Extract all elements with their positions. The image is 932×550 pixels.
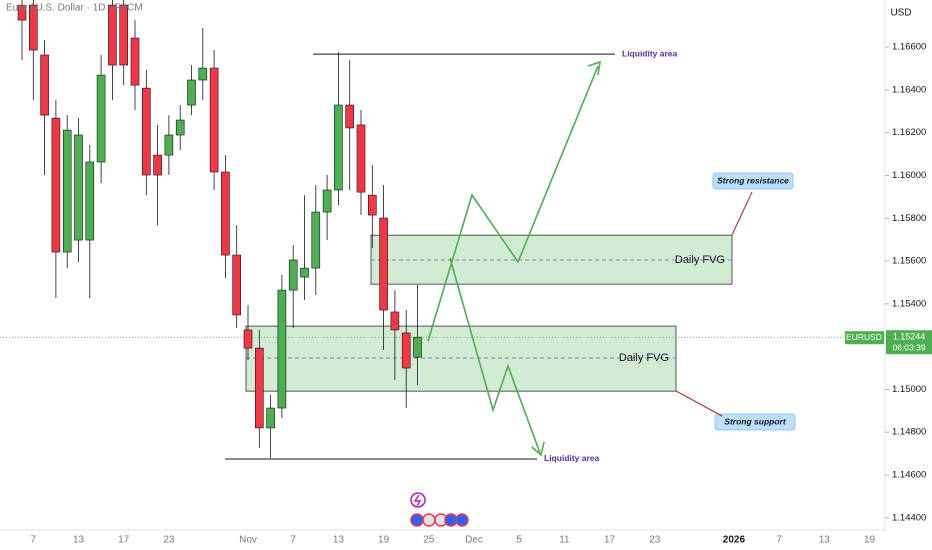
symbol-label: EURUSD bbox=[846, 332, 882, 342]
y-tick-label: 1.15000 bbox=[892, 384, 926, 395]
x-tick-label: 23 bbox=[163, 535, 175, 546]
candle-body bbox=[85, 161, 95, 241]
candle-body bbox=[198, 67, 208, 81]
y-tick-label: 1.14400 bbox=[892, 512, 926, 523]
arrowhead bbox=[531, 441, 545, 457]
event-icon bbox=[410, 492, 426, 508]
x-tick-label: Nov bbox=[239, 535, 257, 546]
y-tick-label: 1.16400 bbox=[892, 84, 926, 95]
y-tick-label: 1.15600 bbox=[892, 256, 926, 267]
x-tick-label: 23 bbox=[649, 535, 661, 546]
fvg-label: Daily FVG bbox=[619, 352, 669, 364]
candle-body bbox=[130, 37, 140, 86]
projection-arrow-down bbox=[449, 257, 541, 454]
x-tick-label: 13 bbox=[819, 535, 831, 546]
candle-body bbox=[266, 407, 275, 429]
candle-body bbox=[255, 347, 264, 429]
y-tick-label: 1.16600 bbox=[892, 42, 926, 53]
x-tick-label: 13 bbox=[73, 535, 85, 546]
candle-body bbox=[243, 329, 253, 349]
candle-body bbox=[142, 87, 151, 176]
liquidity-label: Liquidity area bbox=[544, 453, 600, 463]
candle-body bbox=[164, 134, 174, 156]
y-tick-label: 1.15400 bbox=[892, 298, 926, 309]
candle-body bbox=[175, 119, 185, 136]
price-tag bbox=[886, 330, 932, 355]
x-tick-label: 5 bbox=[516, 535, 522, 546]
callout-pointer bbox=[731, 191, 753, 236]
flag-icon bbox=[422, 513, 436, 527]
x-tick-label: 11 bbox=[559, 535, 570, 546]
x-tick-label: 19 bbox=[864, 535, 876, 546]
flag-icon bbox=[410, 513, 424, 527]
x-tick-label: 7 bbox=[31, 535, 37, 546]
x-tick-label: 7 bbox=[776, 535, 782, 546]
candle-body bbox=[334, 104, 343, 191]
candle-body bbox=[209, 67, 219, 173]
x-tick-label: 17 bbox=[604, 535, 616, 546]
candle-body bbox=[51, 117, 61, 253]
candle-body bbox=[401, 332, 411, 369]
candle-body bbox=[153, 154, 162, 176]
x-tick-label: 2026 bbox=[723, 535, 746, 546]
y-tick-label: 1.15800 bbox=[892, 213, 926, 224]
candle-body bbox=[277, 289, 287, 409]
x-tick-label: 13 bbox=[333, 535, 345, 546]
liquidity-label: Liquidity area bbox=[622, 48, 678, 58]
y-tick-label: 1.14600 bbox=[892, 470, 926, 481]
fvg-zone bbox=[370, 234, 733, 285]
candle-body bbox=[300, 267, 309, 278]
projection-arrow-up bbox=[427, 65, 599, 342]
flag-icon bbox=[444, 513, 458, 527]
candle-body bbox=[311, 211, 321, 269]
candle-body bbox=[221, 171, 230, 256]
candle-body bbox=[28, 4, 38, 51]
fvg-zone bbox=[245, 325, 677, 392]
event-icon bbox=[413, 494, 422, 507]
y-tick-label: 1.16200 bbox=[892, 127, 926, 138]
symbol-tag bbox=[845, 331, 884, 345]
candle-body bbox=[96, 74, 106, 163]
candle-body bbox=[413, 336, 422, 358]
price-label: 1.15244 bbox=[893, 332, 926, 342]
candle-body bbox=[40, 54, 49, 116]
callout-text: Strong support bbox=[724, 416, 787, 426]
candle-body bbox=[390, 311, 400, 331]
x-tick-label: 19 bbox=[378, 535, 390, 546]
x-tick-label: 17 bbox=[118, 535, 130, 546]
candle-body bbox=[367, 194, 377, 216]
candle-body bbox=[232, 254, 241, 316]
candle-body bbox=[108, 4, 117, 66]
candle-body bbox=[17, 4, 27, 21]
candle-body bbox=[345, 104, 355, 129]
candle-body bbox=[288, 259, 298, 291]
callout-pointer bbox=[675, 390, 723, 417]
x-tick-label: 25 bbox=[423, 535, 435, 546]
candle-body bbox=[379, 217, 388, 311]
fvg-label: Daily FVG bbox=[675, 254, 725, 266]
candle-body bbox=[62, 129, 72, 253]
x-tick-label: Dec bbox=[465, 535, 483, 546]
x-tick-label: 7 bbox=[290, 535, 296, 546]
candle-body bbox=[187, 79, 196, 106]
candle-body bbox=[74, 134, 83, 241]
calendar-icons bbox=[410, 513, 469, 527]
callout-box bbox=[714, 413, 796, 431]
chart-title: Euro / U.S. Dollar · 1D · FXCM bbox=[6, 3, 143, 14]
callout-box bbox=[712, 172, 794, 190]
y-tick-label: 1.16000 bbox=[892, 170, 926, 181]
candle-body bbox=[322, 189, 332, 213]
flag-icon bbox=[455, 513, 469, 527]
y-tick-label: 1.14800 bbox=[892, 427, 926, 438]
candle-body bbox=[356, 124, 366, 193]
callout-text: Strong resistance bbox=[717, 175, 789, 185]
arrowhead bbox=[587, 60, 601, 76]
countdown-label: 06:03:39 bbox=[892, 342, 925, 352]
currency-label: USD bbox=[890, 8, 911, 19]
candle-body bbox=[119, 4, 128, 66]
